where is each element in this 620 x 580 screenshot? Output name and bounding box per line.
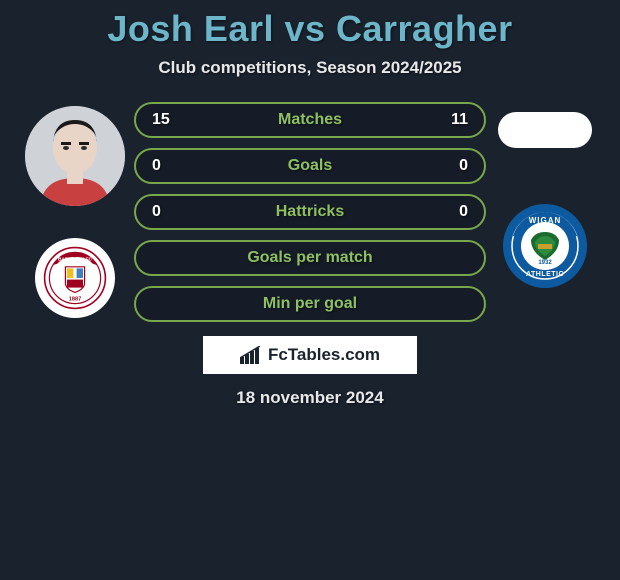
- stat-label: Hattricks: [182, 203, 438, 221]
- stat-row: Min per goal: [134, 286, 486, 322]
- stat-right-value: 11: [438, 111, 468, 129]
- svg-text:1932: 1932: [538, 260, 552, 266]
- svg-text:1887: 1887: [69, 296, 81, 302]
- page-title: Josh Earl vs Carragher: [0, 8, 620, 50]
- svg-text:BARNSLEY FC: BARNSLEY FC: [58, 256, 93, 262]
- stat-label: Goals: [182, 157, 438, 175]
- club-crest-right: WIGAN ATHLETIC 1932: [503, 204, 587, 288]
- chart-icon: [240, 346, 262, 364]
- svg-text:WIGAN: WIGAN: [529, 216, 562, 225]
- stat-left-value: 0: [152, 157, 182, 175]
- player-photo-right: [498, 112, 592, 148]
- stat-label: Min per goal: [182, 295, 438, 313]
- right-player-column: WIGAN ATHLETIC 1932: [490, 102, 600, 288]
- stat-row: Goals per match: [134, 240, 486, 276]
- stat-right-value: 0: [438, 203, 468, 221]
- main-row: BARNSLEY FC 1887 15Matches110Goals00Hatt…: [0, 102, 620, 322]
- stat-left-value: 0: [152, 203, 182, 221]
- brand-text: FcTables.com: [268, 345, 380, 365]
- player-silhouette-icon: [25, 106, 125, 206]
- comparison-card: Josh Earl vs Carragher Club competitions…: [0, 0, 620, 408]
- stat-row: 15Matches11: [134, 102, 486, 138]
- stat-left-value: 15: [152, 111, 182, 129]
- barnsley-crest-icon: BARNSLEY FC 1887: [43, 246, 107, 310]
- stat-row: 0Goals0: [134, 148, 486, 184]
- brand-box: FcTables.com: [203, 336, 417, 374]
- date-text: 18 november 2024: [236, 388, 383, 408]
- stat-row: 0Hattricks0: [134, 194, 486, 230]
- stat-right-value: 0: [438, 157, 468, 175]
- footer: FcTables.com 18 november 2024: [0, 336, 620, 408]
- svg-text:ATHLETIC: ATHLETIC: [526, 271, 564, 278]
- club-crest-left: BARNSLEY FC 1887: [35, 238, 115, 318]
- stat-label: Goals per match: [182, 249, 438, 267]
- player-photo-left: [25, 106, 125, 206]
- wigan-crest-icon: WIGAN ATHLETIC 1932: [503, 204, 587, 288]
- stats-column: 15Matches110Goals00Hattricks0Goals per m…: [130, 102, 490, 322]
- stat-label: Matches: [182, 111, 438, 129]
- left-player-column: BARNSLEY FC 1887: [20, 102, 130, 318]
- page-subtitle: Club competitions, Season 2024/2025: [0, 58, 620, 78]
